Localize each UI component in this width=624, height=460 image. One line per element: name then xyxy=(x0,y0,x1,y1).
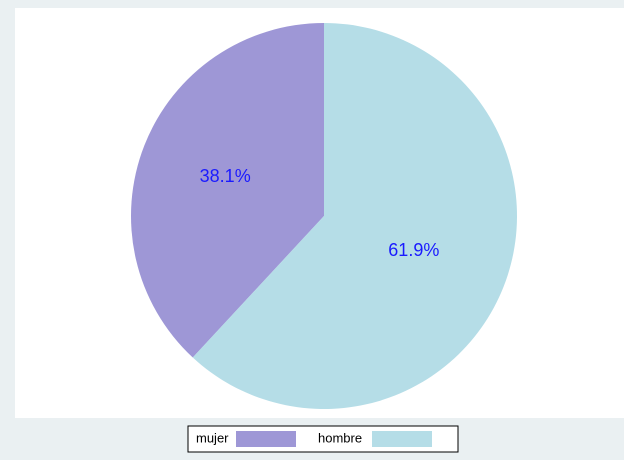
legend-swatch xyxy=(236,431,296,447)
legend-label: hombre xyxy=(318,430,362,445)
data-label: 38.1% xyxy=(200,166,251,186)
legend-swatch xyxy=(372,431,432,447)
pie-slice xyxy=(131,23,324,358)
pie-slice xyxy=(192,23,518,409)
data-label: 61.9% xyxy=(388,240,439,260)
legend-label: mujer xyxy=(196,430,229,445)
